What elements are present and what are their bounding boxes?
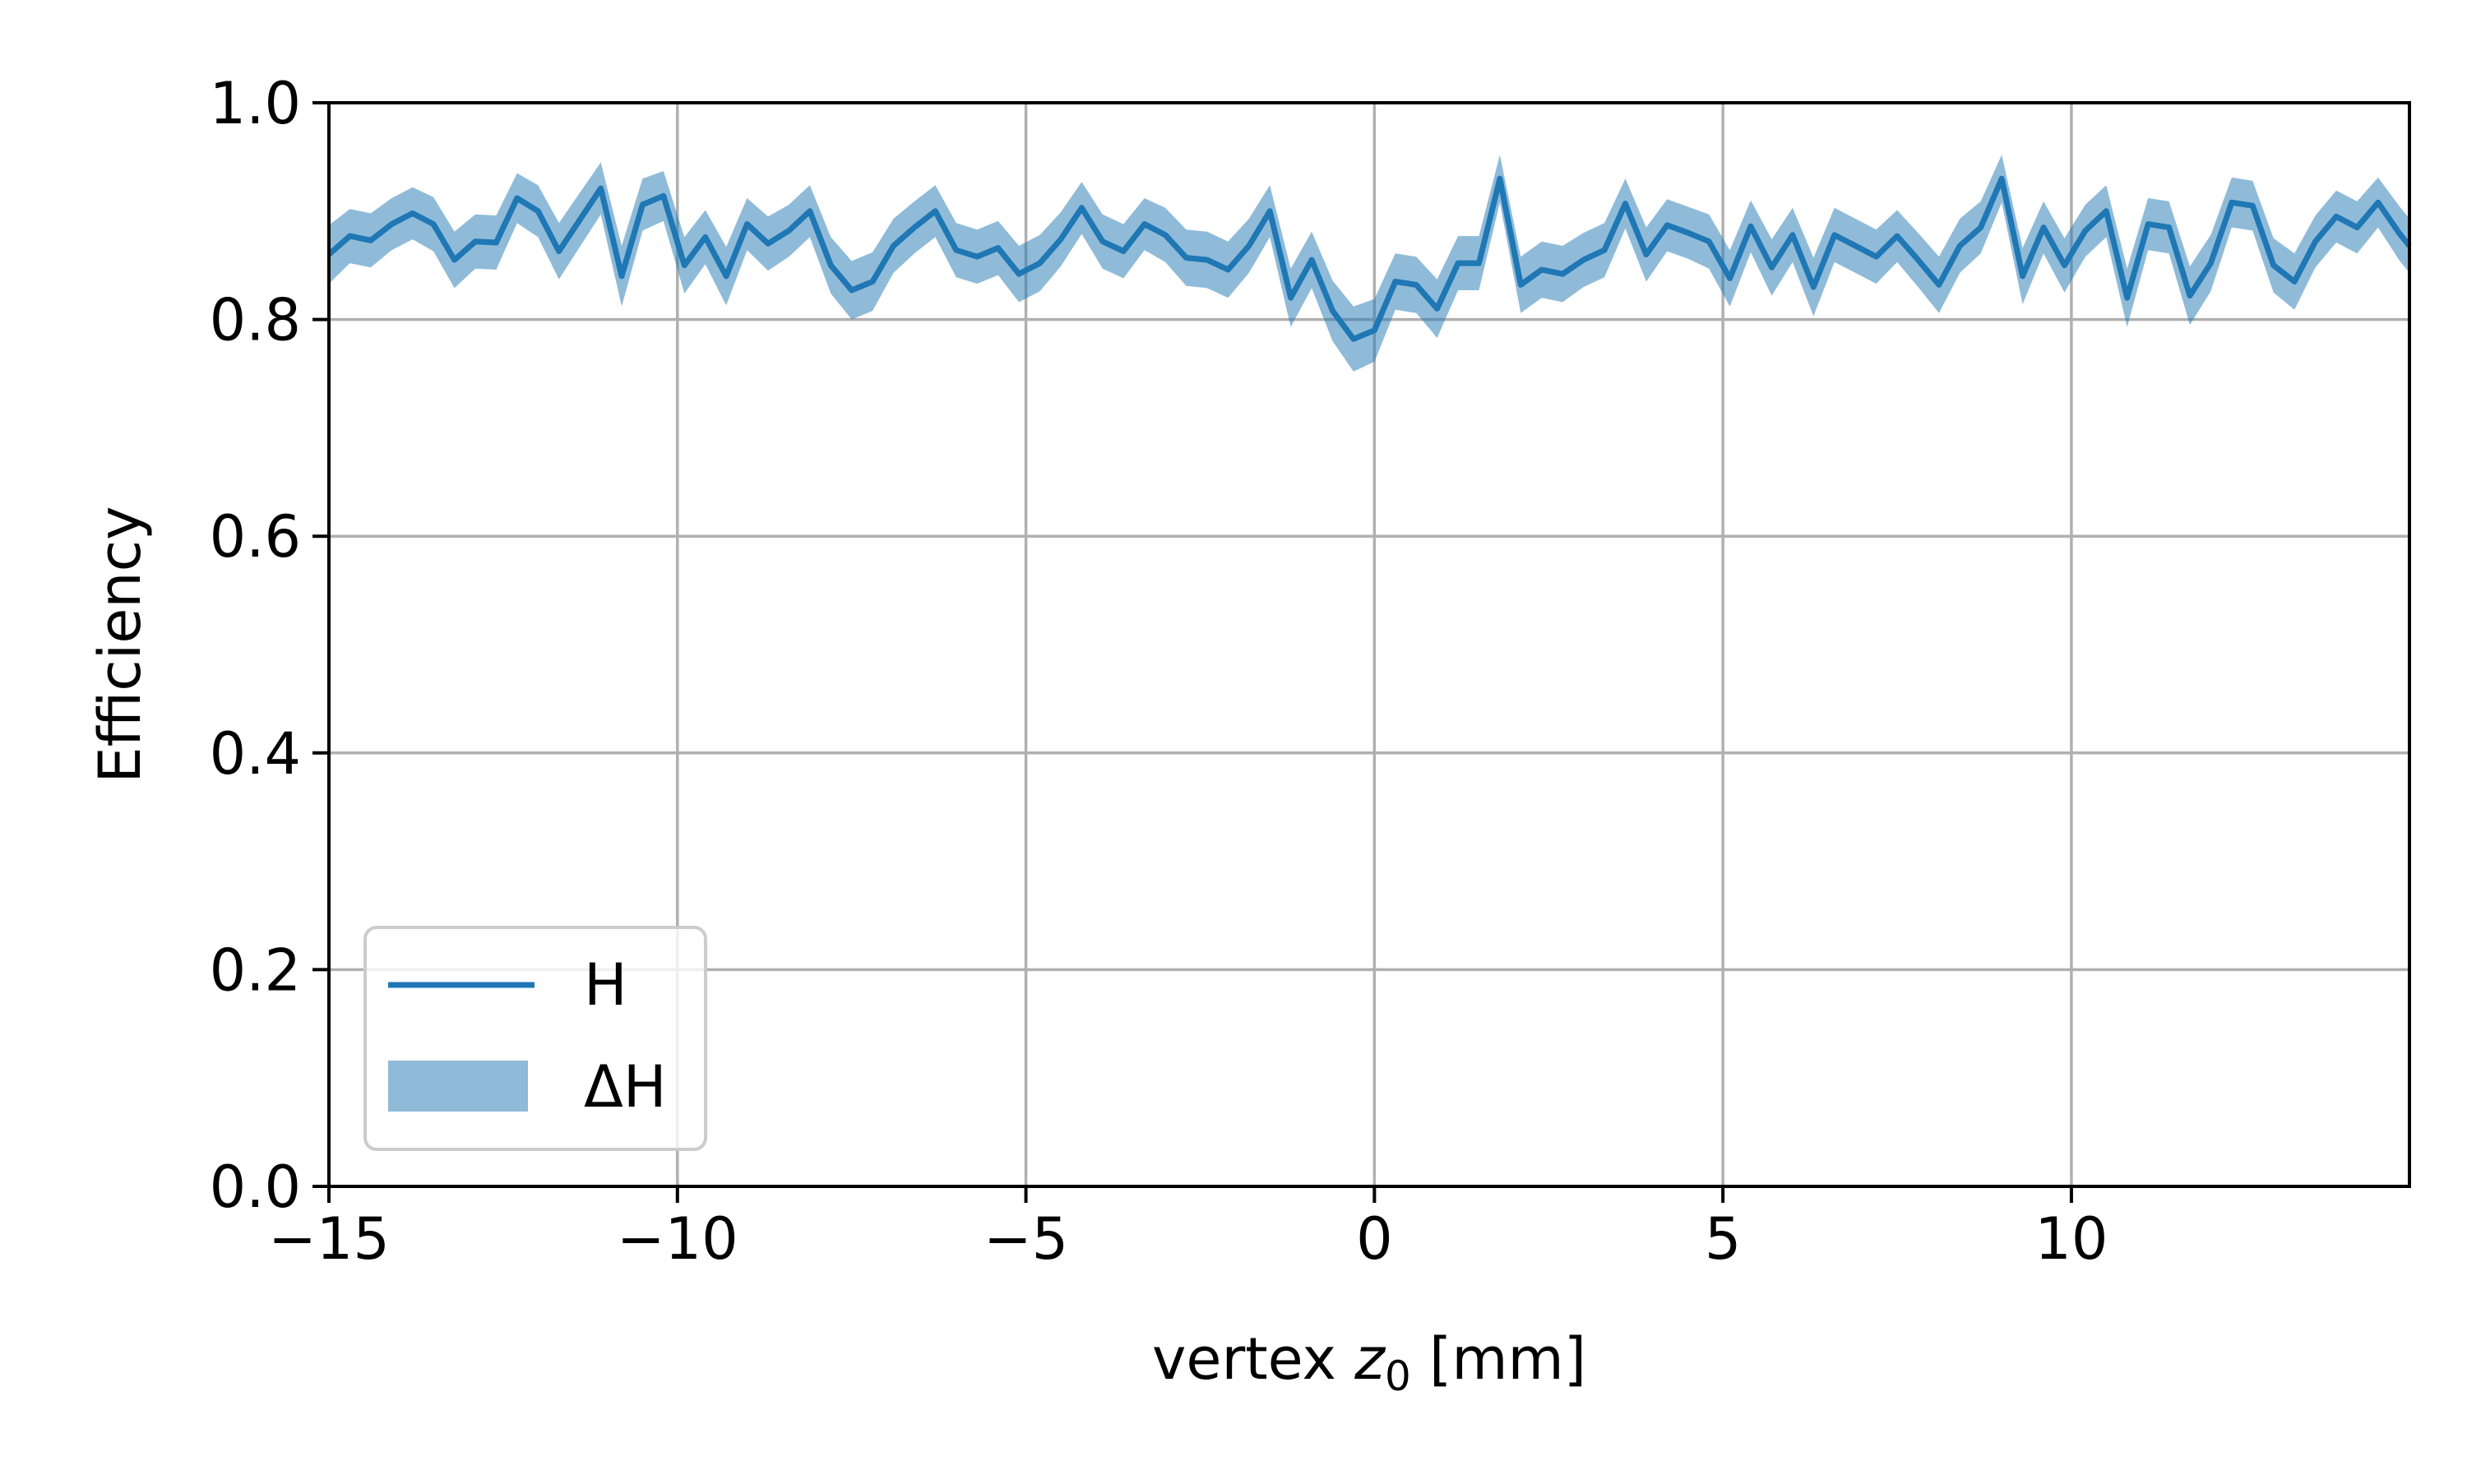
x-tick-label: 0 (1356, 1205, 1393, 1273)
x-tick-label: 10 (2034, 1205, 2108, 1273)
uncertainty-band (329, 155, 2409, 372)
x-tick-label: −5 (984, 1205, 1068, 1273)
legend-label-delta-h: ΔH (584, 1053, 667, 1121)
y-tick-label: 1.0 (210, 70, 301, 137)
x-axis-label-main: vertex (1152, 1325, 1354, 1393)
x-tick-label: −10 (617, 1205, 738, 1273)
y-axis-ticks: 0.0 0.2 0.4 0.6 0.8 1.0 (210, 70, 329, 1221)
y-tick-label: 0.4 (210, 720, 301, 788)
x-tick-label: 5 (1705, 1205, 1742, 1273)
x-axis-label-subscript: 0 (1385, 1352, 1411, 1400)
x-tick-label: −15 (268, 1205, 390, 1273)
y-tick-label: 0.2 (210, 936, 301, 1004)
legend-band-swatch (388, 1061, 528, 1112)
x-axis-ticks: −15 −10 −5 0 5 10 (268, 1186, 2108, 1273)
efficiency-line (326, 175, 2412, 342)
legend-label-h: H (584, 951, 627, 1019)
uncertainty-band-layer (329, 155, 2409, 372)
y-tick-label: 0.8 (210, 287, 301, 354)
y-tick-label: 0.0 (210, 1153, 301, 1221)
efficiency-line-layer (326, 175, 2412, 342)
y-tick-label: 0.6 (210, 503, 301, 571)
x-axis-label-unit: [mm] (1411, 1325, 1586, 1393)
x-axis-label-variable: z (1354, 1325, 1386, 1393)
plot-frame (327, 101, 2411, 1188)
x-axis-label: vertex z0 [mm] (1152, 1325, 1586, 1400)
legend: H ΔH (363, 926, 707, 1151)
y-axis-label: Efficiency (86, 506, 154, 783)
